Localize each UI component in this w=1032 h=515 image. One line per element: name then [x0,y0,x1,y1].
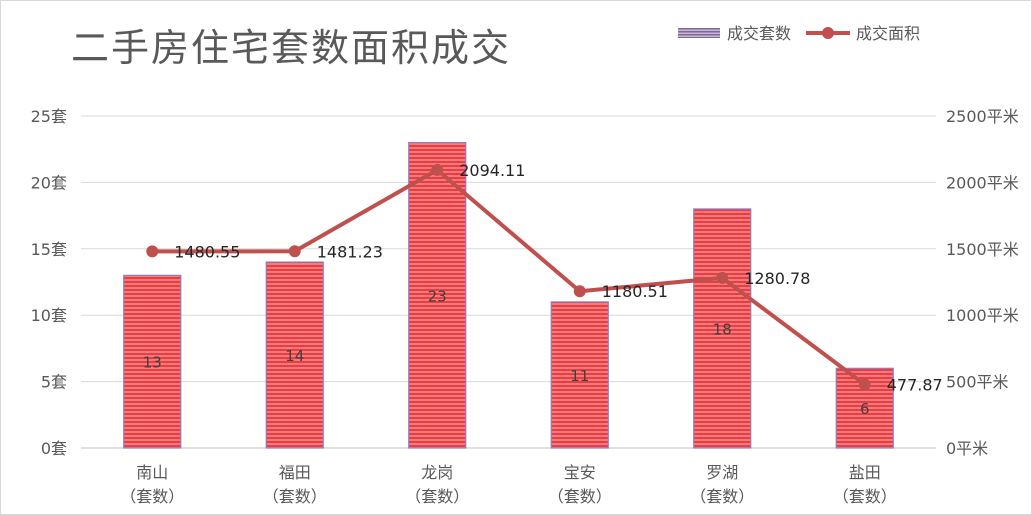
bar [265,261,324,449]
line-data-label: 2094.11 [459,161,525,180]
category-label: （套数） [120,487,184,506]
category-label: （套数） [405,487,469,506]
bar [408,141,467,449]
line-point [146,245,159,258]
line-data-label: 477.87 [887,376,943,395]
left-tick-label: 5套 [41,373,67,392]
category-label: （套数） [263,487,327,506]
line-point [573,285,586,298]
bar [693,208,752,449]
legend-bar-label: 成交套数 [727,24,791,43]
bar-data-label: 18 [713,320,732,338]
line-data-label: 1280.78 [744,269,810,288]
bar-data-label: 6 [860,400,870,418]
right-tick-label: 1500平米 [946,240,1019,259]
line-data-label: 1180.51 [602,282,668,301]
category-label: （套数） [833,487,897,506]
bar-series: 13 14 23 11 18 6 [123,141,894,449]
legend-line-label: 成交面积 [856,24,920,43]
category-label: 罗湖 [706,463,738,482]
series-line [152,167,866,387]
bar-data-label: 14 [285,347,304,365]
right-tick-label: 2000平米 [946,173,1019,192]
right-axis: 0平米 500平米 1000平米 1500平米 2000平米 2500平米 [946,107,1019,458]
gridlines [81,115,936,449]
bar [123,274,182,449]
chart-title: 二手房住宅套数面积成交 [71,26,511,70]
category-axis: 南山 （套数） 福田 （套数） 龙岗 （套数） 宝安 （套数） 罗湖 （套数） 盐田 （套数） [120,463,897,506]
right-tick-label: 0平米 [946,439,988,458]
left-tick-label: 15套 [31,240,67,259]
category-label: 龙岗 [421,463,453,482]
bar-data-label: 23 [428,287,447,305]
legend-line-marker [822,27,834,39]
left-axis: 0套 5套 10套 15套 20套 25套 [31,107,67,458]
right-tick-label: 2500平米 [946,107,1019,126]
category-label: 宝安 [564,463,596,482]
category-label: （套数） [548,487,612,506]
right-tick-label: 1000平米 [946,306,1019,325]
left-tick-label: 20套 [31,173,67,192]
left-tick-label: 10套 [31,306,67,325]
line-data-label: 1480.55 [174,242,240,261]
category-label: 福田 [279,463,311,482]
category-label: 盐田 [849,463,881,482]
line-point [431,163,444,176]
left-tick-label: 0套 [41,439,67,458]
category-label: 南山 [136,463,168,482]
line-point [858,378,871,391]
bar-data-label: 13 [143,354,162,372]
right-tick-label: 500平米 [946,373,1009,392]
line-point [288,245,301,258]
legend: 成交套数 成交面积 [678,24,920,43]
line-series: 1480.55 1481.23 2094.11 1180.51 1280.78 477.8… [146,161,943,395]
line-point [716,271,729,284]
bar [550,301,609,449]
legend-bar-swatch [678,28,720,38]
category-label: （套数） [690,487,754,506]
line-data-label: 1481.23 [317,242,383,261]
left-tick-label: 25套 [31,107,67,126]
bar-data-label: 11 [570,367,589,385]
